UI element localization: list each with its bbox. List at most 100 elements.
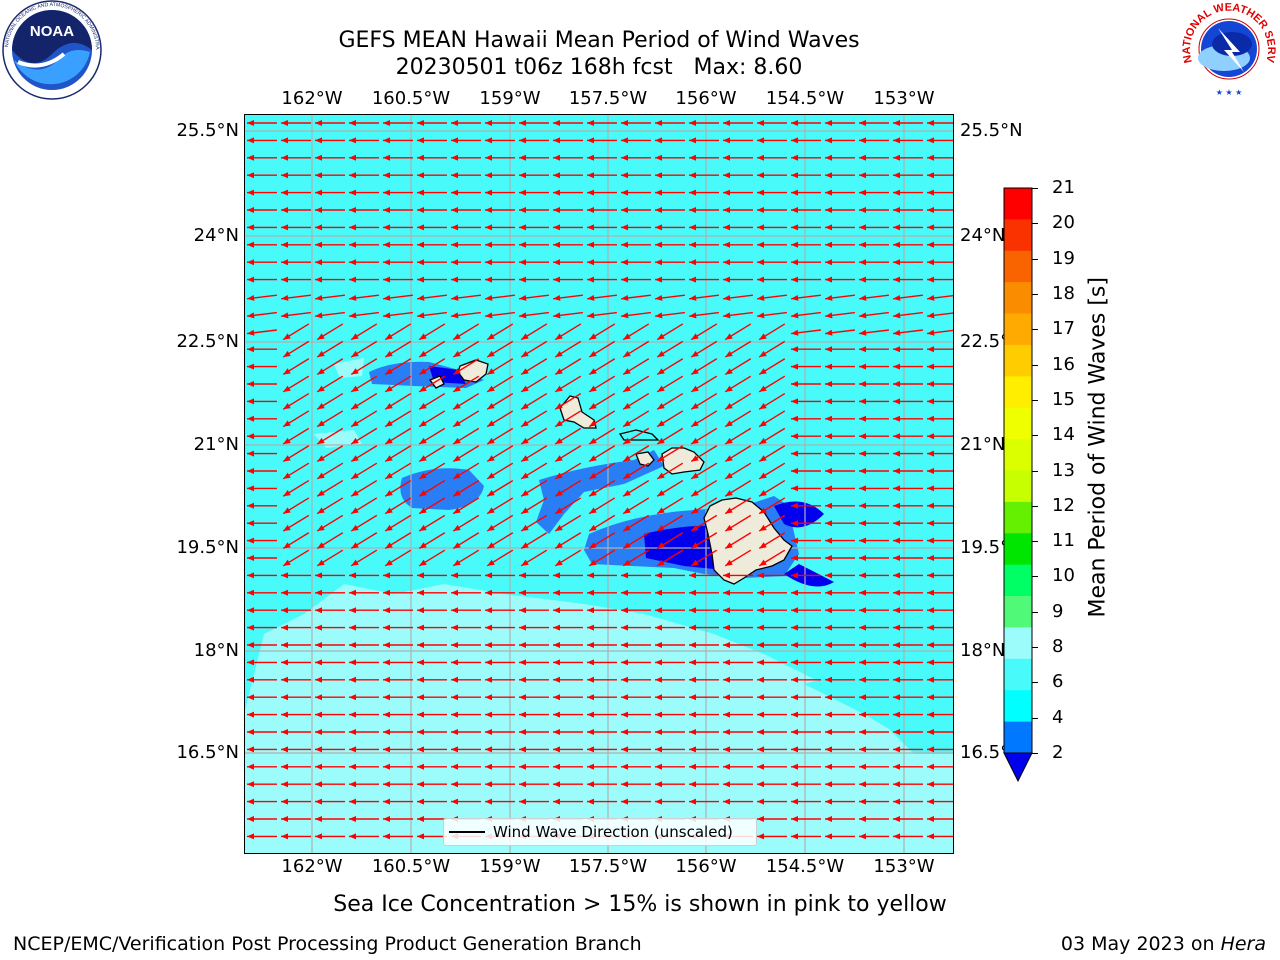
- wind-wave-arrow: [825, 346, 855, 353]
- lon-tick-label: 160.5°W: [371, 856, 451, 877]
- wind-wave-arrow: [315, 241, 345, 248]
- wind-wave-arrow: [791, 816, 821, 822]
- wind-wave-arrow: [656, 462, 684, 480]
- wind-wave-arrow: [825, 589, 855, 596]
- wind-wave-arrow: [621, 659, 651, 666]
- wind-wave-arrow: [927, 781, 957, 788]
- wind-wave-arrow: [587, 241, 617, 248]
- wind-wave-arrow: [282, 392, 310, 410]
- wind-wave-arrow: [281, 798, 311, 805]
- wind-wave-arrow: [553, 607, 583, 614]
- colorbar-tick-label: 9: [1052, 600, 1064, 622]
- wind-wave-arrow: [247, 572, 277, 579]
- wind-wave-arrow: [553, 259, 583, 266]
- map-gridlines: [244, 114, 954, 854]
- wind-wave-arrow: [315, 120, 345, 126]
- wind-wave-arrow: [893, 329, 923, 336]
- wind-wave-arrow: [383, 642, 413, 648]
- wind-wave-arrow: [384, 532, 412, 550]
- wind-wave-arrow: [656, 532, 684, 550]
- wind-wave-arrow: [655, 154, 685, 161]
- wind-wave-arrow: [588, 375, 616, 393]
- wind-wave-arrow: [723, 729, 753, 735]
- wind-wave-arrow: [485, 120, 515, 126]
- wind-wave-arrow: [791, 607, 821, 614]
- wind-wave-arrow: [451, 189, 481, 196]
- wind-wave-arrow: [859, 659, 889, 666]
- wind-wave-arrow: [519, 120, 549, 126]
- wind-wave-arrow: [384, 497, 412, 515]
- wind-wave-arrow: [893, 137, 923, 144]
- wind-wave-arrow: [689, 572, 719, 579]
- lon-tick-label: 162°W: [281, 88, 343, 109]
- wind-wave-arrow: [281, 711, 311, 718]
- wind-wave-arrow: [349, 311, 379, 319]
- wind-wave-arrow: [588, 497, 616, 515]
- wind-wave-arrow: [757, 154, 787, 161]
- map-legend: Wind Wave Direction (unscaled): [443, 818, 757, 846]
- wind-wave-arrow: [893, 276, 923, 283]
- wind-wave-arrow: [553, 572, 583, 579]
- wind-wave-arrow: [281, 154, 311, 161]
- wind-wave-arrow: [724, 340, 752, 358]
- wind-wave-arrow: [485, 624, 515, 631]
- wind-wave-arrow: [452, 323, 480, 341]
- wind-wave-arrow: [486, 462, 514, 480]
- wind-wave-arrow: [316, 462, 344, 480]
- wind-wave-arrow: [349, 642, 379, 648]
- wind-wave-arrow: [350, 514, 378, 532]
- wind-wave-arrow: [587, 572, 617, 579]
- wind-wave-arrow: [791, 154, 821, 161]
- wind-wave-arrow: [554, 462, 582, 480]
- wind-wave-arrow: [859, 381, 889, 387]
- wind-wave-arrow: [723, 659, 753, 666]
- wind-wave-arrow: [690, 410, 718, 428]
- wind-wave-arrow: [621, 311, 651, 319]
- wind-wave-arrow: [655, 607, 685, 614]
- lon-tick-label: 157.5°W: [568, 88, 648, 109]
- wind-wave-arrow: [859, 694, 889, 701]
- wind-wave-arrow: [587, 763, 617, 770]
- wind-wave-arrow: [859, 607, 889, 614]
- wind-wave-arrow: [383, 154, 413, 161]
- wind-wave-arrow: [621, 798, 651, 805]
- wind-wave-arrow: [690, 392, 718, 410]
- colorbar-tick: [1032, 505, 1038, 507]
- wind-wave-arrow: [588, 392, 616, 410]
- wind-wave-arrow: [927, 276, 957, 283]
- wind-wave-arrow: [621, 294, 651, 301]
- wind-wave-arrow: [485, 729, 515, 735]
- wind-wave-arrow: [791, 346, 821, 353]
- colorbar-tick-label: 19: [1052, 247, 1075, 269]
- wind-wave-arrow: [723, 224, 753, 231]
- wind-wave-arrow: [689, 311, 719, 319]
- wind-wave-arrow: [553, 676, 583, 683]
- wind-wave-arrow: [927, 294, 957, 301]
- colorbar-tick-label: 18: [1052, 282, 1075, 304]
- wind-wave-arrow: [350, 445, 378, 463]
- wind-wave-arrow: [656, 340, 684, 358]
- wind-wave-arrow: [825, 711, 855, 718]
- wind-wave-arrow: [247, 137, 277, 144]
- wind-wave-arrow: [689, 294, 719, 301]
- wind-wave-arrow: [281, 172, 311, 179]
- wind-wave-arrow: [451, 294, 481, 301]
- colorbar-tick-label: 13: [1052, 459, 1075, 481]
- wind-wave-arrow: [485, 137, 515, 144]
- colorbar-segment: [1004, 439, 1032, 471]
- wind-wave-arrow: [724, 323, 752, 341]
- wind-wave-arrow: [825, 485, 855, 492]
- wind-wave-arrow: [621, 259, 651, 266]
- wind-wave-arrow: [825, 224, 855, 231]
- wind-wave-arrow: [587, 311, 617, 319]
- colorbar-title: Mean Period of Wind Waves [s]: [1085, 277, 1111, 618]
- wind-wave-arrow: [791, 224, 821, 231]
- wind-wave-arrow: [349, 154, 379, 161]
- wind-wave-arrow: [723, 259, 753, 266]
- wind-wave-arrow: [689, 276, 719, 283]
- colorbar-tick: [1032, 188, 1038, 189]
- wind-wave-arrow: [485, 259, 515, 266]
- wind-wave-arrow: [758, 358, 786, 376]
- wind-wave-arrow: [485, 642, 515, 648]
- wind-wave-arrow: [724, 532, 752, 550]
